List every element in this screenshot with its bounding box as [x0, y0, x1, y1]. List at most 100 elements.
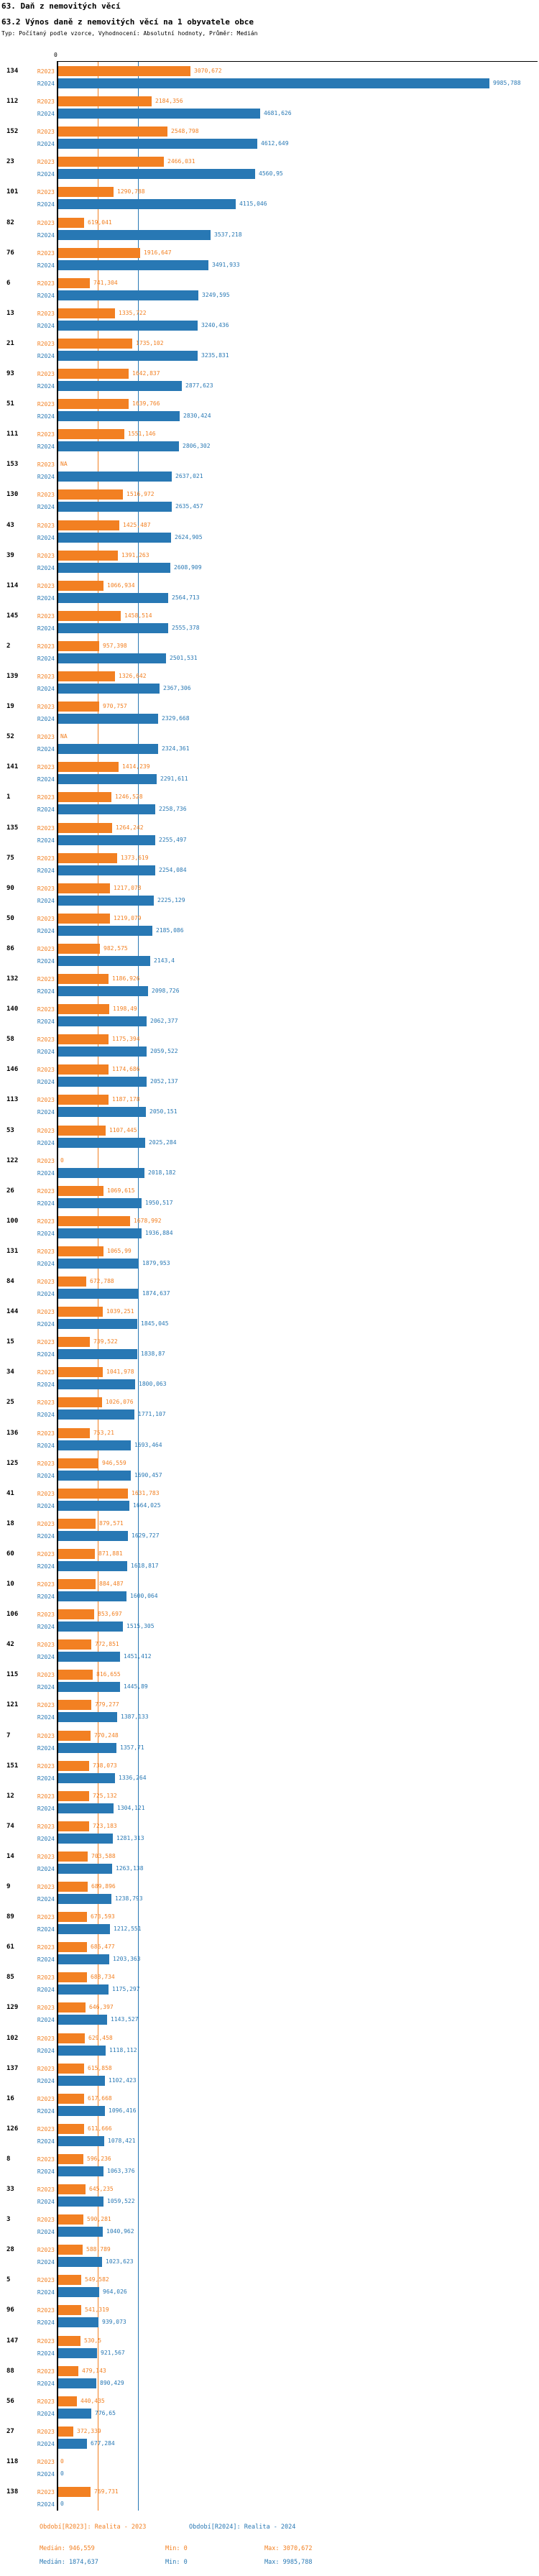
value-label-r2023: 723,183: [93, 1822, 117, 1829]
row-number: 144: [6, 1308, 19, 1316]
bar-r2024: [57, 1016, 147, 1027]
row-number: 137: [6, 2064, 19, 2072]
value-label-r2024: 2059,522: [150, 1048, 178, 1055]
y-axis-line: [57, 61, 58, 2511]
bar-r2023: [57, 2153, 83, 2164]
series-label-r2024: R2024: [37, 655, 55, 662]
bar-r2024: [57, 2347, 97, 2358]
value-label-r2023: 1217,078: [114, 884, 142, 891]
bar-r2023: [57, 580, 103, 591]
series-label-r2024: R2024: [37, 806, 55, 814]
series-label-r2024: R2024: [37, 776, 55, 783]
value-label-r2023: 2466,031: [167, 158, 195, 165]
series-label-r2024: R2024: [37, 837, 55, 844]
value-label-r2024: 1445,89: [124, 1683, 148, 1690]
bar-r2023: [57, 1276, 86, 1287]
row-number: 7: [6, 1731, 11, 1739]
value-label-r2023: 1414,239: [122, 763, 150, 770]
bar-r2023: [57, 489, 123, 500]
series-label-r2024: R2024: [37, 383, 55, 390]
value-label-r2023: 1175,394: [112, 1036, 140, 1043]
series-label-r2024: R2024: [37, 2501, 55, 2508]
value-label-r2024: 677,284: [91, 2439, 115, 2447]
series-label-r2024: R2024: [37, 927, 55, 934]
bar-r2024: [57, 1500, 129, 1511]
series-label-r2024: R2024: [37, 2289, 55, 2296]
value-label-r2024: 0: [60, 2501, 64, 2507]
value-label-r2024: 890,429: [100, 2379, 124, 2386]
series-label-r2023: R2023: [37, 2125, 55, 2133]
row-number: 152: [6, 128, 19, 136]
bar-r2024: [57, 1349, 137, 1360]
value-label-r2024: 1800,063: [139, 1381, 167, 1388]
series-label-r2023: R2023: [37, 461, 55, 469]
bar-r2023: [57, 610, 121, 621]
series-label-r2024: R2024: [37, 1714, 55, 1721]
bar-r2023: [57, 369, 129, 379]
value-label-r2024: 1063,376: [107, 2167, 135, 2174]
value-label-r2024: 2564,713: [172, 594, 200, 601]
bar-r2023: [57, 1882, 88, 1892]
bar-r2023: [57, 1670, 93, 1680]
series-label-r2024: R2024: [37, 1532, 55, 1540]
row-number: 43: [6, 521, 14, 529]
bar-r2023: [57, 2335, 80, 2346]
bar-r2024: [57, 1319, 137, 1330]
max-2023-stat: Max: 3070,672: [264, 2545, 313, 2552]
value-label-r2023: 673,593: [91, 1913, 115, 1920]
bar-r2024: [57, 925, 152, 936]
value-label-r2024: 1212,551: [114, 1926, 142, 1933]
value-label-r2024: 1263,138: [116, 1864, 144, 1872]
bar-r2024: [57, 1137, 145, 1148]
value-label-r2023: 0: [60, 1156, 64, 1164]
bar-r2023: [57, 2093, 84, 2104]
value-label-r2024: 3249,595: [202, 291, 230, 298]
series-label-r2023: R2023: [37, 1520, 55, 1527]
series-label-r2023: R2023: [37, 1218, 55, 1225]
bar-r2024: [57, 259, 208, 270]
bar-r2023: [57, 822, 112, 833]
bar-r2024: [57, 653, 166, 663]
min-2023-stat: Min: 0: [165, 2545, 188, 2552]
value-label-r2023: 672,788: [90, 1278, 114, 1284]
bar-r2023: [57, 1518, 96, 1529]
series-label-r2023: R2023: [37, 1823, 55, 1830]
bar-r2024: [57, 865, 155, 875]
series-label-r2023: R2023: [37, 976, 55, 983]
bar-r2023: [57, 1215, 130, 1226]
bar-r2023: [57, 883, 110, 893]
value-label-r2024: 939,073: [102, 2319, 126, 2326]
bar-r2024: [57, 1652, 120, 1662]
series-label-r2024: R2024: [37, 564, 55, 571]
series-label-r2023: R2023: [37, 1460, 55, 1467]
series-label-r2024: R2024: [37, 1926, 55, 1933]
series-label-r2023: R2023: [37, 2005, 55, 2012]
series-label-r2023: R2023: [37, 522, 55, 529]
series-label-r2024: R2024: [37, 171, 55, 178]
series-label-r2024: R2024: [37, 1684, 55, 1691]
series-label-r2024: R2024: [37, 957, 55, 965]
row-number: 52: [6, 733, 14, 741]
row-number: 60: [6, 1550, 14, 1558]
bar-r2023: [57, 157, 164, 167]
row-number: 106: [6, 1611, 19, 1619]
series-label-r2023: R2023: [37, 159, 55, 166]
series-label-r2023: R2023: [37, 1944, 55, 1951]
row-number: 12: [6, 1792, 14, 1800]
value-label-r2023: NA: [60, 461, 68, 468]
row-number: 114: [6, 581, 19, 589]
bar-r2023: [57, 399, 129, 410]
bar-r2024: [57, 2045, 106, 2056]
bar-r2024: [57, 2287, 99, 2298]
value-label-r2024: 9985,788: [493, 80, 521, 86]
value-label-r2023: 619,041: [88, 218, 112, 226]
series-label-r2023: R2023: [37, 1127, 55, 1134]
series-label-r2023: R2023: [37, 855, 55, 862]
bar-r2023: [57, 2214, 83, 2225]
bar-r2023: [57, 702, 99, 712]
series-label-r2024: R2024: [37, 2470, 55, 2478]
series-label-r2023: R2023: [37, 1884, 55, 1890]
value-label-r2024: 2255,497: [159, 836, 187, 843]
row-number: 28: [6, 2246, 14, 2254]
bar-r2023: [57, 338, 132, 349]
